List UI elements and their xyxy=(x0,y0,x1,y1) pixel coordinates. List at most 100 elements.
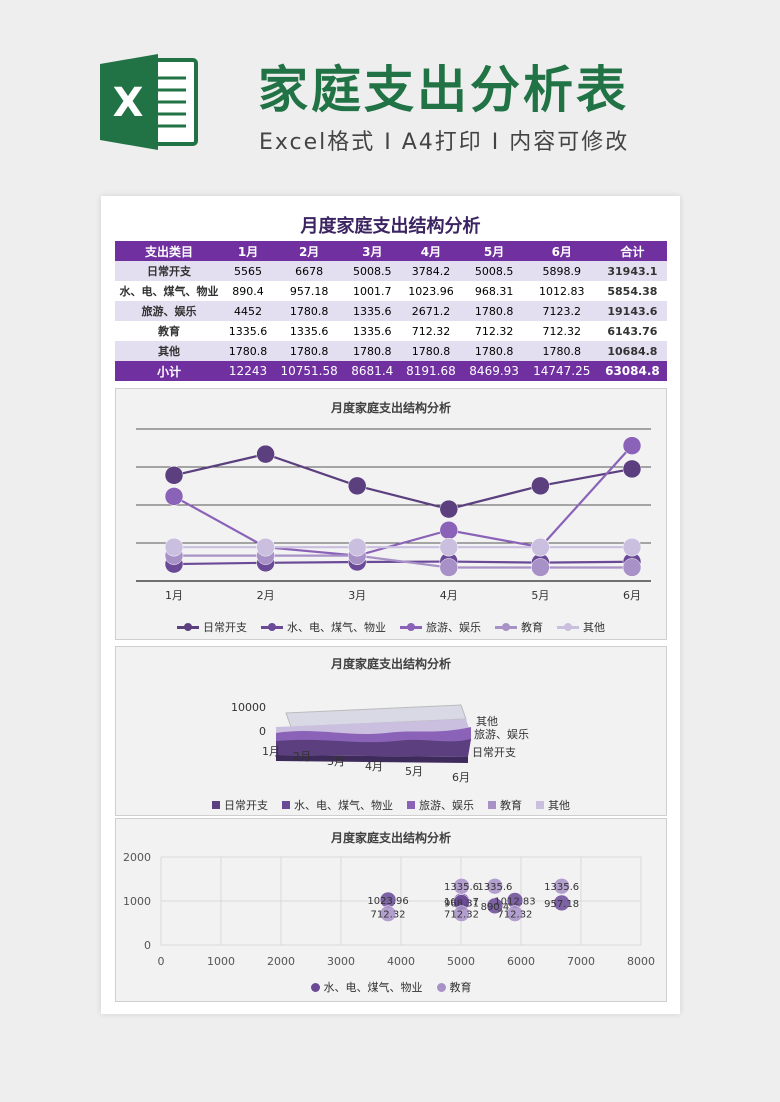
chart-legend: 水、电、煤气、物业 教育 xyxy=(116,979,666,995)
table-cell: 1780.8 xyxy=(462,301,526,321)
table-cell: 5565 xyxy=(223,261,274,281)
table-cell: 1780.8 xyxy=(462,341,526,361)
legend-item: 教育 xyxy=(436,979,472,995)
x-tick-label: 0 xyxy=(158,955,165,968)
table-cell: 4452 xyxy=(223,301,274,321)
x-tick-label: 4000 xyxy=(387,955,415,968)
depth-label: 其他 xyxy=(476,715,498,728)
data-label: 968.31 xyxy=(444,898,479,909)
legend-marker xyxy=(436,982,446,992)
x-tick-label: 1月 xyxy=(262,745,280,758)
column-header: 4月 xyxy=(399,241,463,261)
depth-label: 日常开支 xyxy=(472,746,516,759)
x-tick-label: 6月 xyxy=(623,589,641,602)
area-3d-chart: 月度家庭支出结构分析 10000 0 1月 2月 3月 4月 5月 6月 其他 … xyxy=(115,646,667,816)
column-header: 支出类目 xyxy=(115,241,223,261)
table-row: 旅游、娱乐 4452 1780.8 1335.6 2671.2 1780.8 7… xyxy=(115,301,667,321)
legend-item: 旅游、娱乐 xyxy=(400,619,481,635)
x-tick-label: 2000 xyxy=(267,955,295,968)
y-tick-label: 10000 xyxy=(231,701,266,714)
x-tick-label: 2月 xyxy=(293,750,311,763)
bubble xyxy=(553,877,570,895)
x-tick-label: 3000 xyxy=(327,955,355,968)
x-tick-label: 5月 xyxy=(405,765,423,778)
data-label: 1335.6 xyxy=(444,882,479,893)
table-cell: 10751.58 xyxy=(273,361,346,381)
table-row: 水、电、煤气、物业 890.4 957.18 1001.7 1023.96 96… xyxy=(115,281,667,301)
data-point xyxy=(164,487,184,506)
row-total: 6143.76 xyxy=(607,324,658,338)
table-cell: 3784.2 xyxy=(399,261,463,281)
table-cell: 957.18 xyxy=(289,284,329,298)
legend-marker xyxy=(212,801,220,809)
table-cell: 712.32 xyxy=(411,324,451,338)
chart-title: 月度家庭支出结构分析 xyxy=(330,831,451,845)
legend-label: 教育 xyxy=(521,621,543,634)
column-header: 合计 xyxy=(597,241,667,261)
data-label: 1012.83 xyxy=(494,896,535,907)
y-tick-label: 0 xyxy=(144,939,151,952)
table-cell: 1780.8 xyxy=(399,341,463,361)
table-header-row: 支出类目 1月 2月 3月 4月 5月 6月 合计 xyxy=(115,241,667,261)
legend-item: 水、电、煤气、物业 xyxy=(261,619,386,635)
area-layer-daily xyxy=(276,739,471,757)
legend-label: 水、电、煤气、物业 xyxy=(294,799,393,812)
legend-label: 日常开支 xyxy=(203,621,247,634)
x-tick-label: 7000 xyxy=(567,955,595,968)
table-cell: 1335.6 xyxy=(289,324,329,338)
series-line xyxy=(174,554,632,569)
x-tick-label: 5000 xyxy=(447,955,475,968)
table-row: 日常开支 5565 6678 5008.5 3784.2 5008.5 5898… xyxy=(115,261,667,281)
data-point xyxy=(347,476,367,496)
table-cell: 1335.6 xyxy=(353,324,392,338)
legend-label: 旅游、娱乐 xyxy=(419,799,474,812)
data-label: 1335.6 xyxy=(544,882,579,893)
table-cell: 968.31 xyxy=(474,284,514,298)
table-cell: 712.32 xyxy=(542,324,582,338)
data-point xyxy=(439,537,459,557)
table-cell: 1780.8 xyxy=(273,301,346,321)
y-tick-label: 1000 xyxy=(123,895,151,908)
bubble xyxy=(453,905,470,922)
legend-item: 水、电、煤气、物业 xyxy=(282,797,393,813)
data-label: 890.4 xyxy=(481,902,510,913)
x-tick-label: 5月 xyxy=(531,589,549,602)
table-cell: 890.4 xyxy=(232,284,264,298)
data-point xyxy=(164,537,184,557)
row-category: 水、电、煤气、物业 xyxy=(119,285,219,298)
legend-marker xyxy=(407,801,415,809)
table-cell: 1023.96 xyxy=(408,284,454,298)
area-3d-plot: 10000 0 1月 2月 3月 4月 5月 6月 其他 旅游、娱乐 日常开支 xyxy=(231,701,529,784)
row-total: 19143.6 xyxy=(597,301,667,321)
table-row: 其他 1780.8 1780.8 1780.8 1780.8 1780.8 17… xyxy=(115,341,667,361)
column-header: 6月 xyxy=(525,241,598,261)
legend-marker xyxy=(282,801,290,809)
data-point xyxy=(531,537,550,557)
data-point xyxy=(164,466,184,485)
data-point xyxy=(622,436,642,455)
table-cell: 5008.5 xyxy=(462,261,526,281)
x-tick-label: 6000 xyxy=(507,955,535,968)
data-point xyxy=(622,558,642,577)
bubble xyxy=(486,897,504,915)
table-cell: 1780.8 xyxy=(273,341,346,361)
line-chart: 月度家庭支出结构分析 1月 2月 3月 4月 5月 6月 日常开支 水、电、煤气、物业 旅… xyxy=(115,388,667,640)
x-tick-label: 4月 xyxy=(365,760,383,773)
subtotal-row: 小计 12243 10751.58 8681.4 8191.68 8469.93… xyxy=(115,361,667,381)
row-total: 5854.38 xyxy=(607,284,658,298)
legend-item: 其他 xyxy=(536,797,570,813)
row-category: 日常开支 xyxy=(115,261,223,281)
chart-legend: 日常开支 水、电、煤气、物业 旅游、娱乐 教育 其他 xyxy=(116,619,666,635)
column-header: 5月 xyxy=(462,241,526,261)
logo-letter: X xyxy=(113,80,144,126)
depth-label: 旅游、娱乐 xyxy=(474,727,529,741)
bubble xyxy=(453,877,470,895)
legend-label: 其他 xyxy=(583,621,605,634)
data-point xyxy=(622,459,642,479)
data-point xyxy=(439,558,459,577)
chart-legend: 日常开支 水、电、煤气、物业 旅游、娱乐 教育 其他 xyxy=(116,797,666,813)
legend-item: 日常开支 xyxy=(212,797,268,813)
legend-marker xyxy=(400,622,422,631)
legend-marker xyxy=(557,622,579,631)
excel-logo-icon: X xyxy=(100,54,198,150)
